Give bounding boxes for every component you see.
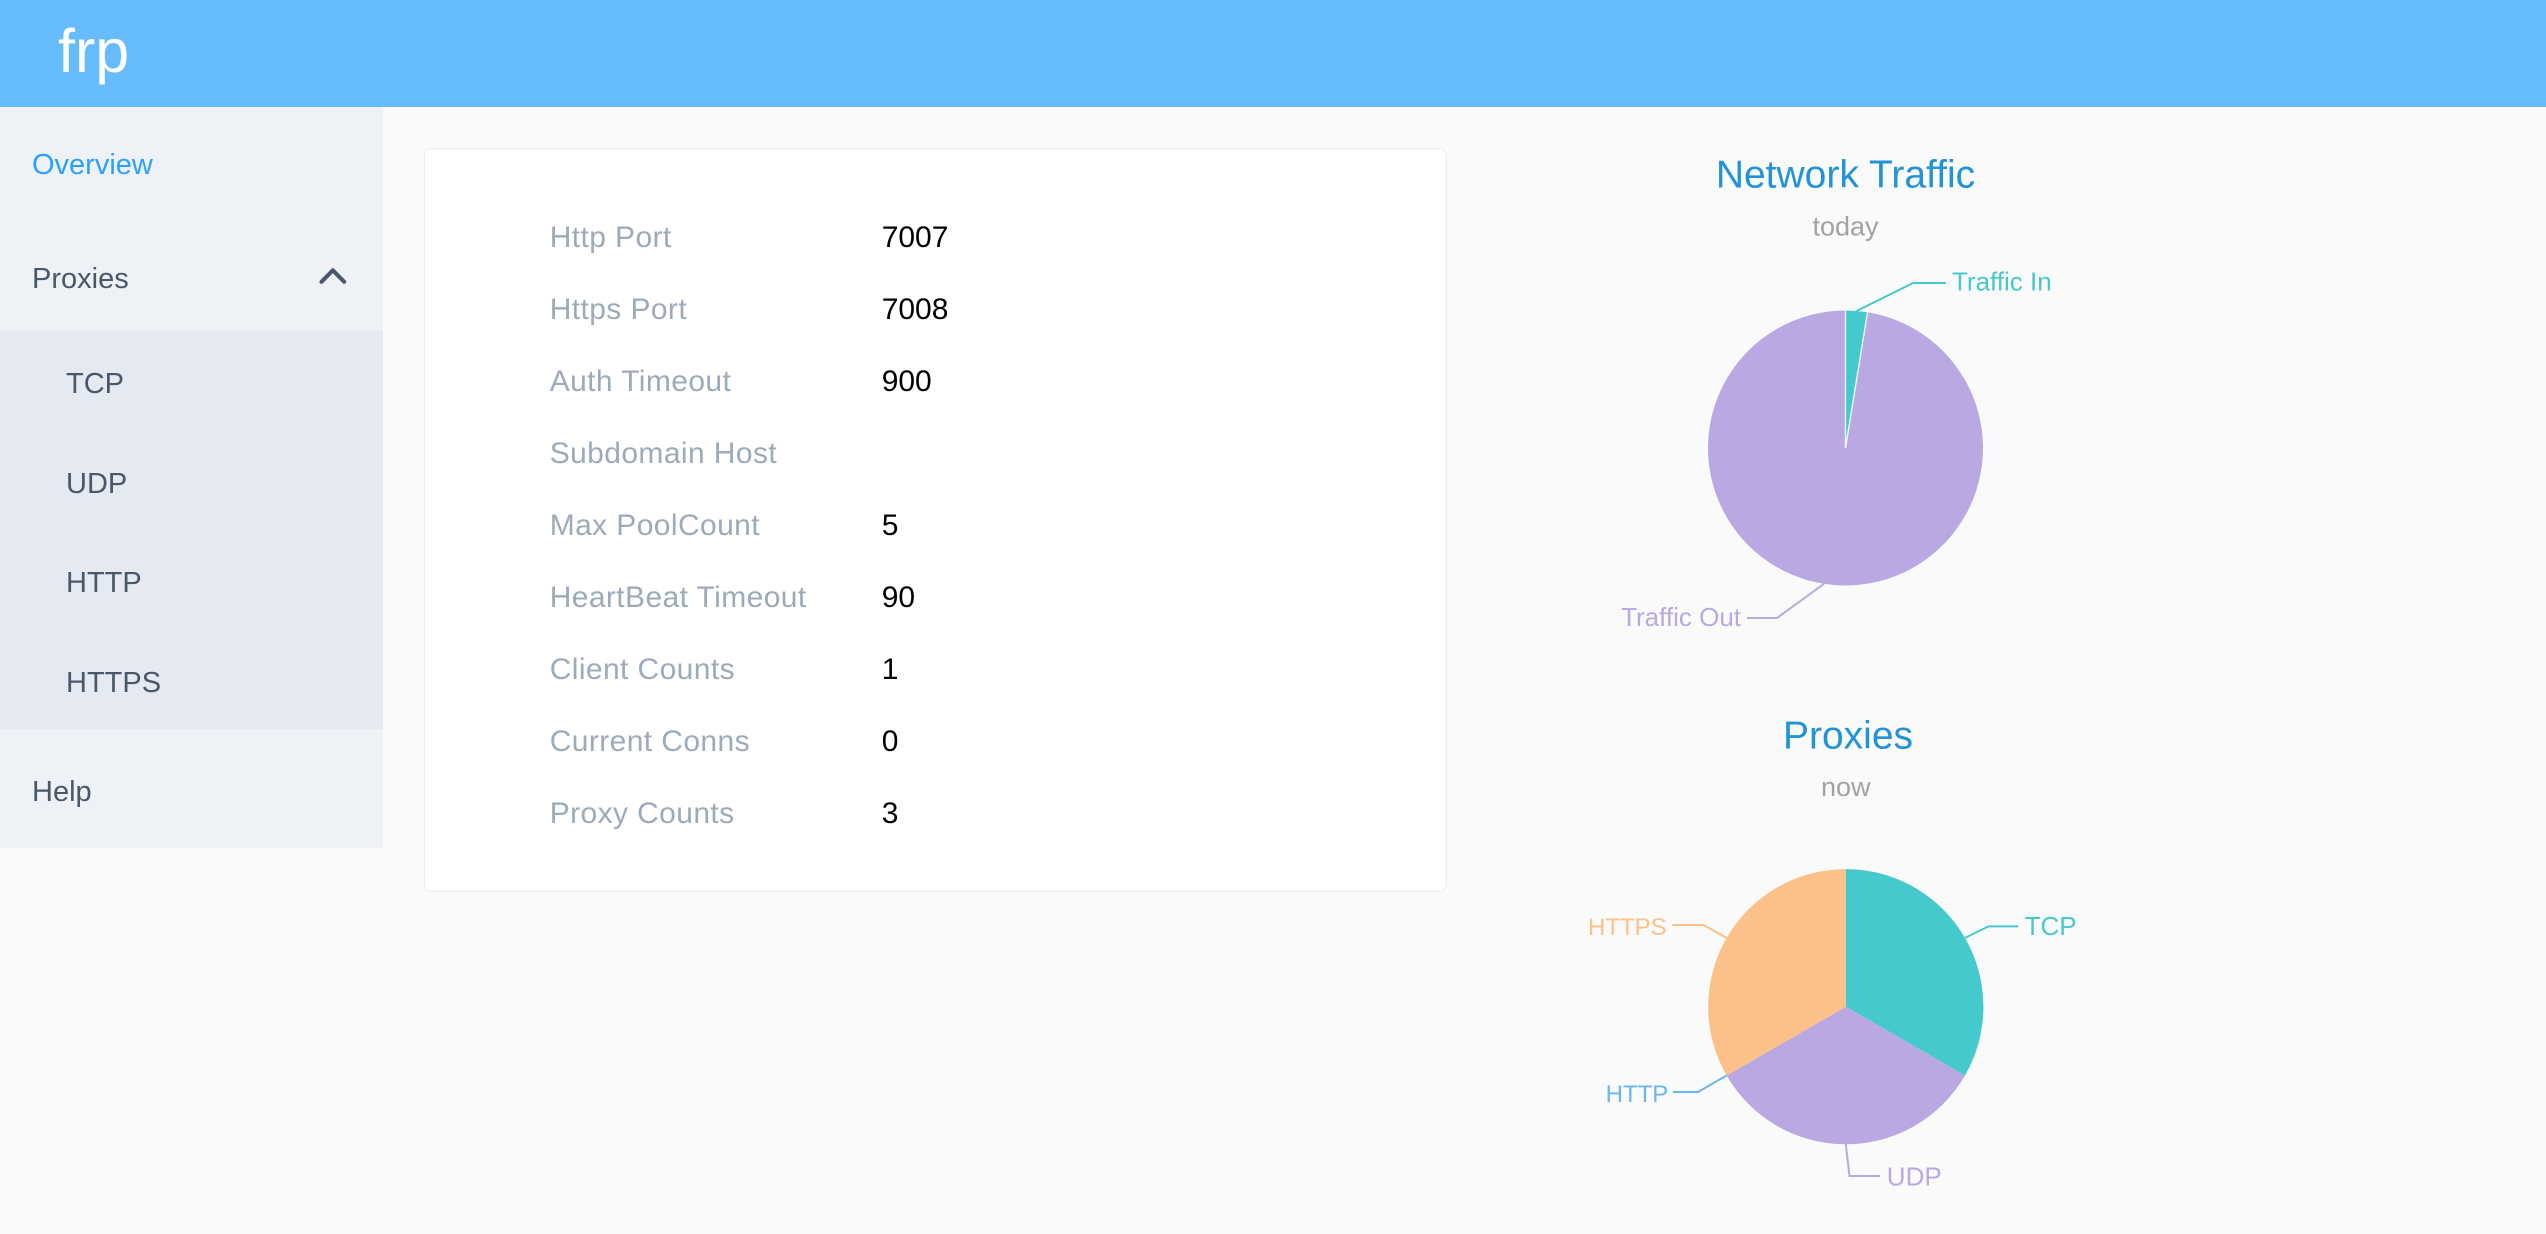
svg-text:now: now xyxy=(1821,772,1871,802)
svg-text:Traffic Out: Traffic Out xyxy=(1621,602,1742,632)
svg-text:Traffic In: Traffic In xyxy=(1952,267,2052,297)
svg-text:TCP: TCP xyxy=(2025,911,2077,941)
svg-text:UDP: UDP xyxy=(1887,1162,1942,1192)
svg-text:HTTP: HTTP xyxy=(1606,1081,1669,1108)
svg-text:HTTPS: HTTPS xyxy=(1588,914,1667,941)
svg-text:today: today xyxy=(1812,212,1879,242)
svg-text:Proxies: Proxies xyxy=(1783,715,1913,758)
svg-text:Network Traffic: Network Traffic xyxy=(1716,154,1975,197)
